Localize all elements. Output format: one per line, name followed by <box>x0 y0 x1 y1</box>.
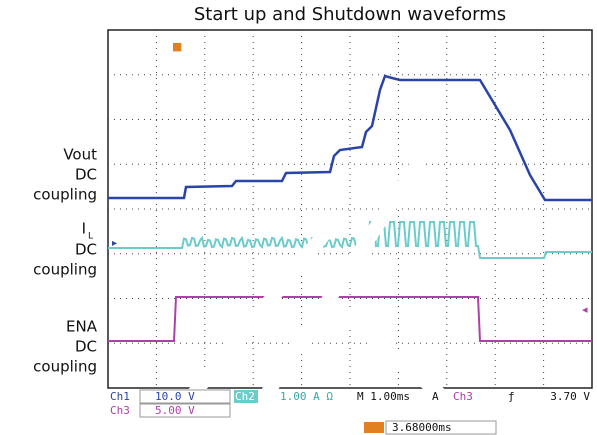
vout-label: coupling <box>33 186 97 204</box>
ch1-scale: 10.0 V <box>155 390 195 403</box>
ch1: Ch1 <box>110 390 130 403</box>
vout-label: Vout <box>63 146 97 164</box>
box <box>385 420 497 435</box>
ch2-scale: 1.00 A Ω <box>280 390 333 403</box>
il-label: coupling <box>33 261 97 279</box>
ch2-badge <box>234 390 258 403</box>
box <box>139 389 231 404</box>
ena-label: ENA <box>66 318 98 336</box>
vout-label: DC <box>75 166 97 184</box>
il-trace <box>108 221 592 259</box>
timebase: M 1.00ms <box>357 390 410 403</box>
vout-trace <box>108 74 592 202</box>
screen: ▸ ■ ◂ <box>107 29 593 389</box>
position: 3.68000ms <box>392 421 452 434</box>
position-icon <box>364 422 384 433</box>
box <box>139 403 231 418</box>
il-subscript: L <box>88 232 93 242</box>
ena-label: DC <box>75 338 97 356</box>
ena-label: coupling <box>33 358 97 376</box>
trigger-level: 3.70 V <box>550 390 590 403</box>
readout: Ch1 10.0 V Ch2 1.00 A Ω M 1.00ms A Ch3 ƒ… <box>108 389 592 435</box>
title: Start up and Shutdown waveforms <box>194 4 506 25</box>
il-label: DC <box>75 241 97 259</box>
screen-border <box>107 29 593 389</box>
ch1-marker: ▸ <box>112 238 117 249</box>
trigger-mode: A <box>432 390 439 403</box>
channel-labels: Vout DC coupling I L DC coupling ENA DC … <box>33 146 98 376</box>
il-label: I <box>82 220 86 238</box>
trigger-slope: ƒ <box>508 390 515 403</box>
ch2: Ch2 <box>235 390 255 403</box>
ch3: Ch3 <box>110 404 130 417</box>
trigger-marker: ■ <box>172 40 182 53</box>
ch3-scale: 5.00 V <box>155 404 195 417</box>
ch3-marker: ◂ <box>582 303 588 316</box>
trigger-ch: Ch3 <box>453 390 473 403</box>
